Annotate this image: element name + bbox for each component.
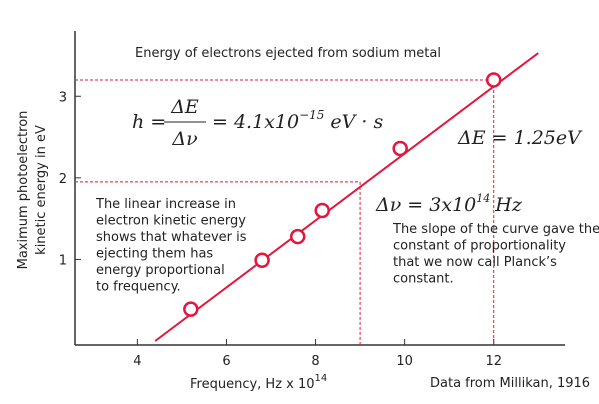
data-point — [314, 202, 330, 219]
equation-numerator: ΔE — [170, 96, 199, 118]
y-tick-label: 1 — [59, 253, 67, 268]
note-left: to frequency. — [96, 280, 181, 295]
chart-title: Energy of electrons ejected from sodium … — [135, 46, 441, 61]
data-point — [254, 252, 270, 268]
data-point — [485, 72, 502, 88]
delta-nu-units: Hz — [494, 194, 523, 216]
x-tick-label: 10 — [396, 354, 413, 369]
note-left: ejecting them has — [96, 247, 213, 262]
fit-line — [154, 52, 539, 342]
source: Data from Millikan, 1916 — [430, 376, 590, 391]
equation-rhs: = 4.1x10−15 eV · s — [212, 108, 383, 133]
note-left: energy proportional — [96, 263, 225, 278]
x-axis-label-text: Frequency, Hz x 10 — [190, 377, 315, 392]
equation-lhs: h = — [132, 111, 166, 133]
note-left: electron kinetic energy — [96, 214, 246, 229]
x-tick-label: 6 — [222, 354, 230, 369]
data-point — [289, 228, 306, 245]
data-point — [183, 301, 199, 317]
note-right: constant. — [393, 272, 454, 287]
delta-nu: Δν = 3x1014 Hz — [375, 192, 523, 216]
note-left: The linear increase in — [95, 197, 236, 212]
x-axis-label-exponent: 14 — [315, 373, 328, 384]
delta-e: ΔE = 1.25eV — [457, 127, 583, 149]
delta-nu-exponent: 14 — [476, 192, 490, 205]
equation-units: eV · s — [330, 111, 383, 133]
delta-nu-text: Δν = 3x10 — [375, 194, 476, 216]
equation-rhs-text: = 4.1x10 — [212, 111, 299, 133]
x-axis-label: Frequency, Hz x 1014 — [190, 373, 327, 392]
y-tick-label: 2 — [59, 172, 67, 187]
note-right: The slope of the curve gave the — [392, 222, 599, 237]
x-tick-label: 8 — [311, 354, 319, 369]
x-tick-label: 4 — [133, 354, 141, 369]
y-axis-label: kinetic energy in eV — [34, 125, 49, 255]
equation-denominator: Δν — [171, 128, 198, 150]
y-axis-label: Maximum photoelectron — [16, 111, 31, 270]
data-point — [392, 140, 408, 157]
note-left: shows that whatever is — [96, 230, 247, 245]
note-right: that we now call Planck’s — [393, 255, 557, 270]
x-tick-label: 12 — [485, 354, 502, 369]
equation-exponent: −15 — [299, 108, 324, 122]
y-tick-label: 3 — [59, 90, 67, 105]
note-right: constant of proportionality — [393, 239, 566, 254]
